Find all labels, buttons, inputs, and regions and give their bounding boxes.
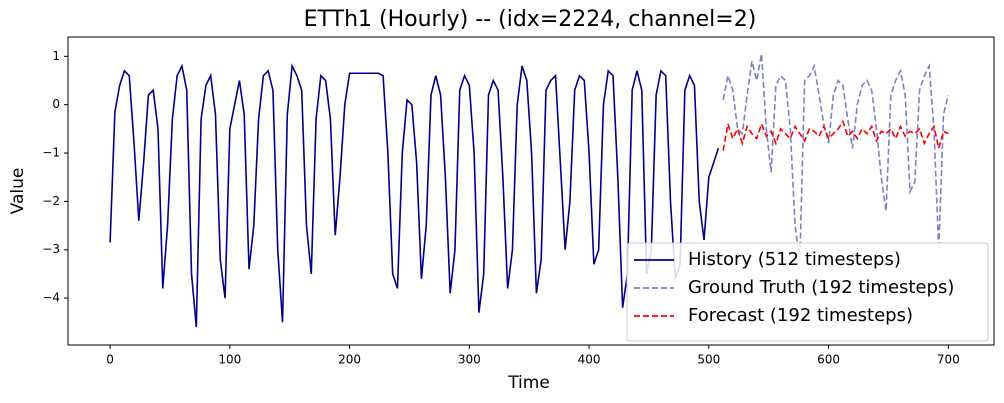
plot-frame [67,36,995,346]
x-tick-label: 200 [338,353,361,367]
series-line [722,53,950,260]
legend-label: Forecast (192 timesteps) [688,305,913,326]
legend-label: History (512 timesteps) [688,249,901,270]
x-tick-label: 300 [458,353,481,367]
x-tick-label: 500 [697,353,720,367]
series-line [109,63,720,328]
y-tick-label: −3 [42,242,60,256]
x-tick-label: 100 [218,353,241,367]
x-axis-label: Time [507,373,550,393]
x-tick-label: 0 [106,353,114,367]
y-tick-label: 0 [52,97,60,111]
y-tick-label: −4 [42,291,60,305]
y-tick-label: 1 [52,49,60,63]
legend-box [626,242,989,342]
chart-title: ETTh1 (Hourly) -- (idx=2224, channel=2) [304,7,757,32]
x-tick-label: 600 [817,353,840,367]
y-axis-label: Value [8,168,28,215]
series-line [722,119,949,151]
x-tick-label: 400 [578,353,601,367]
y-tick-label: −1 [42,146,60,160]
y-tick-label: −2 [42,194,60,208]
x-tick-label: 700 [937,353,960,367]
legend-label: Ground Truth (192 timesteps) [688,277,954,298]
